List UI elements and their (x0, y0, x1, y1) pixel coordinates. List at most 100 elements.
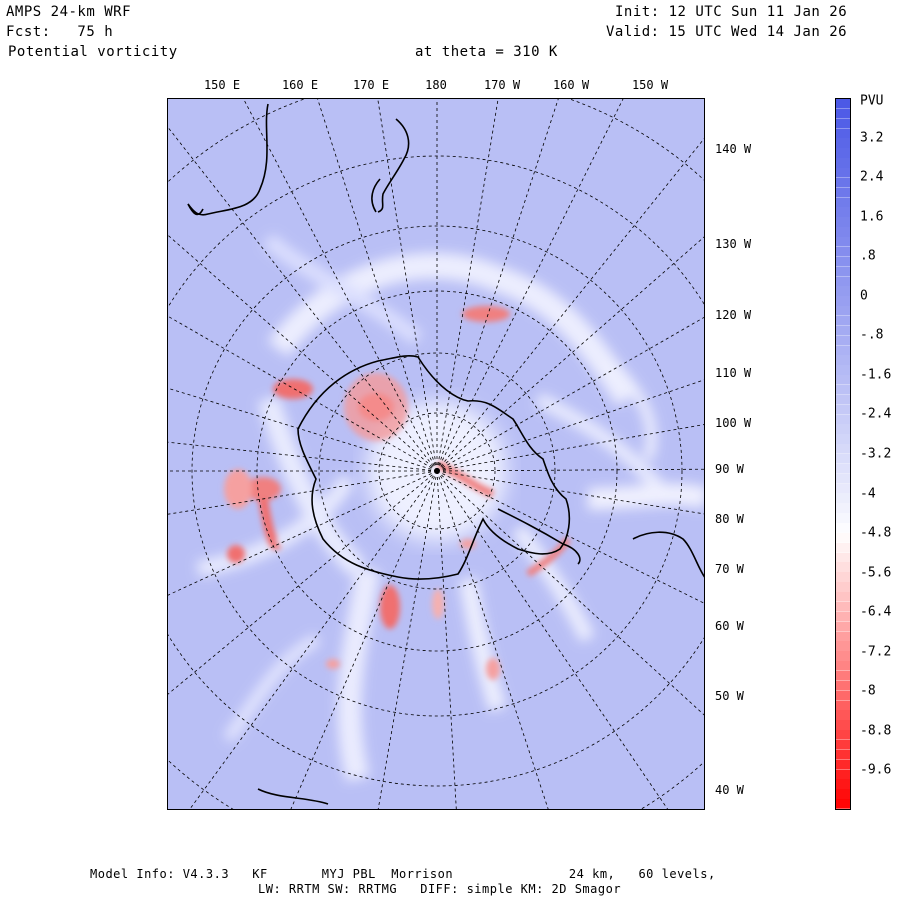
colorbar-band (836, 473, 850, 485)
colorbar-tick-label: .8 (860, 248, 876, 264)
lon-label: 160 E (281, 78, 319, 92)
colorbar-tick-label: -6.4 (860, 604, 892, 620)
graticule (168, 99, 704, 809)
colorbar-band (836, 237, 850, 248)
colorbar-band (836, 227, 850, 238)
init-time: Init: 12 UTC Sun 11 Jan 26 (615, 4, 848, 20)
colorbar-band (836, 739, 850, 751)
lon-label: 150 E (203, 78, 241, 92)
model-info-line1: Model Info: V4.3.3 KF MYJ PBL Morrison 2… (90, 867, 716, 881)
lon-label: 140 W (715, 142, 752, 156)
coastline-australia (187, 103, 269, 216)
colorbar-band (836, 246, 850, 258)
colorbar-band (836, 148, 850, 159)
colorbar-tick-label: -4 (860, 486, 876, 502)
colorbar-band (836, 296, 850, 307)
model-info-line2: LW: RRTM SW: RRTMG DIFF: simple KM: 2D S… (258, 882, 622, 896)
colorbar-band (836, 444, 850, 455)
colorbar-band (836, 463, 850, 475)
colorbar-band (836, 493, 850, 504)
colorbar-band (836, 779, 850, 790)
colorbar-band (836, 256, 850, 268)
coastline-south-america (632, 531, 704, 578)
colorbar-tick-label: -8 (860, 683, 876, 699)
colorbar-band (836, 335, 850, 347)
colorbar-band (836, 799, 850, 810)
colorbar-band (836, 542, 850, 554)
colorbar-band (836, 158, 850, 169)
colorbar-band (836, 601, 850, 613)
lon-label: 170 E (352, 78, 390, 92)
colorbar-band (836, 631, 850, 642)
colorbar-band (836, 177, 850, 189)
colorbar-band (836, 523, 850, 534)
colorbar-band (836, 562, 850, 573)
colorbar (835, 98, 851, 810)
lon-label: 180 (425, 78, 447, 92)
colorbar-band (836, 197, 850, 208)
colorbar-band (836, 670, 850, 682)
lon-label: 40 W (715, 783, 744, 797)
lon-label: 90 W (715, 462, 744, 476)
colorbar-band (836, 414, 850, 425)
colorbar-band (836, 730, 850, 741)
colorbar-band (836, 572, 850, 583)
colorbar-band (836, 483, 850, 494)
colorbar-tick-label: 0 (860, 288, 868, 304)
colorbar-band (836, 552, 850, 563)
colorbar-band (836, 513, 850, 524)
colorbar-band (836, 325, 850, 337)
colorbar-band (836, 207, 850, 218)
colorbar-band (836, 128, 850, 139)
colorbar-band (836, 108, 850, 120)
antarctic-peninsula (497, 508, 581, 565)
lon-label: 80 W (715, 512, 744, 526)
lon-label: 160 W (552, 78, 590, 92)
colorbar-band (836, 375, 850, 386)
colorbar-band (836, 365, 850, 376)
colorbar-band (836, 700, 850, 711)
pv-negative-anomalies (224, 306, 571, 680)
coastlines (187, 103, 704, 805)
colorbar-band (836, 99, 850, 110)
colorbar-band (836, 680, 850, 692)
colorbar-band (836, 454, 850, 465)
colorbar-band (836, 404, 850, 416)
colorbar-band (836, 641, 850, 652)
colorbar-band (836, 690, 850, 702)
colorbar-band (836, 168, 850, 179)
colorbar-tick-label: -7.2 (860, 644, 892, 660)
colorbar-band (836, 138, 850, 149)
colorbar-band (836, 769, 850, 780)
lon-label: 170 W (483, 78, 521, 92)
variable-name: Potential vorticity (8, 44, 178, 60)
lon-label: 60 W (715, 619, 744, 633)
colorbar-tick-label: 1.6 (860, 209, 884, 225)
colorbar-tick-label: -4.8 (860, 525, 892, 541)
lon-label: 110 W (715, 366, 752, 380)
colorbar-band (836, 759, 850, 771)
colorbar-tick-label: -.8 (860, 327, 884, 343)
forecast-hour: Fcst: 75 h (6, 24, 114, 40)
pv-map (167, 98, 705, 810)
colorbar-tick-label: 3.2 (860, 130, 884, 146)
colorbar-tick-label: -5.6 (860, 565, 892, 581)
map-canvas (168, 99, 704, 809)
colorbar-band (836, 384, 850, 396)
colorbar-band (836, 651, 850, 662)
colorbar-band (836, 710, 850, 721)
lon-label: 130 W (715, 237, 752, 251)
colorbar-band (836, 286, 850, 297)
colorbar-tick-label: -9.6 (860, 762, 892, 778)
colorbar-band (836, 355, 850, 366)
colorbar-tick-label: -8.8 (860, 723, 892, 739)
colorbar-band (836, 424, 850, 435)
coastline-antarctica (297, 354, 571, 580)
pv-streamers-light (196, 233, 704, 782)
colorbar-band (836, 621, 850, 632)
colorbar-band (836, 118, 850, 130)
coastline-africa (257, 788, 329, 805)
valid-time: Valid: 15 UTC Wed 14 Jan 26 (606, 24, 848, 40)
colorbar-band (836, 749, 850, 761)
colorbar-band (836, 306, 850, 317)
